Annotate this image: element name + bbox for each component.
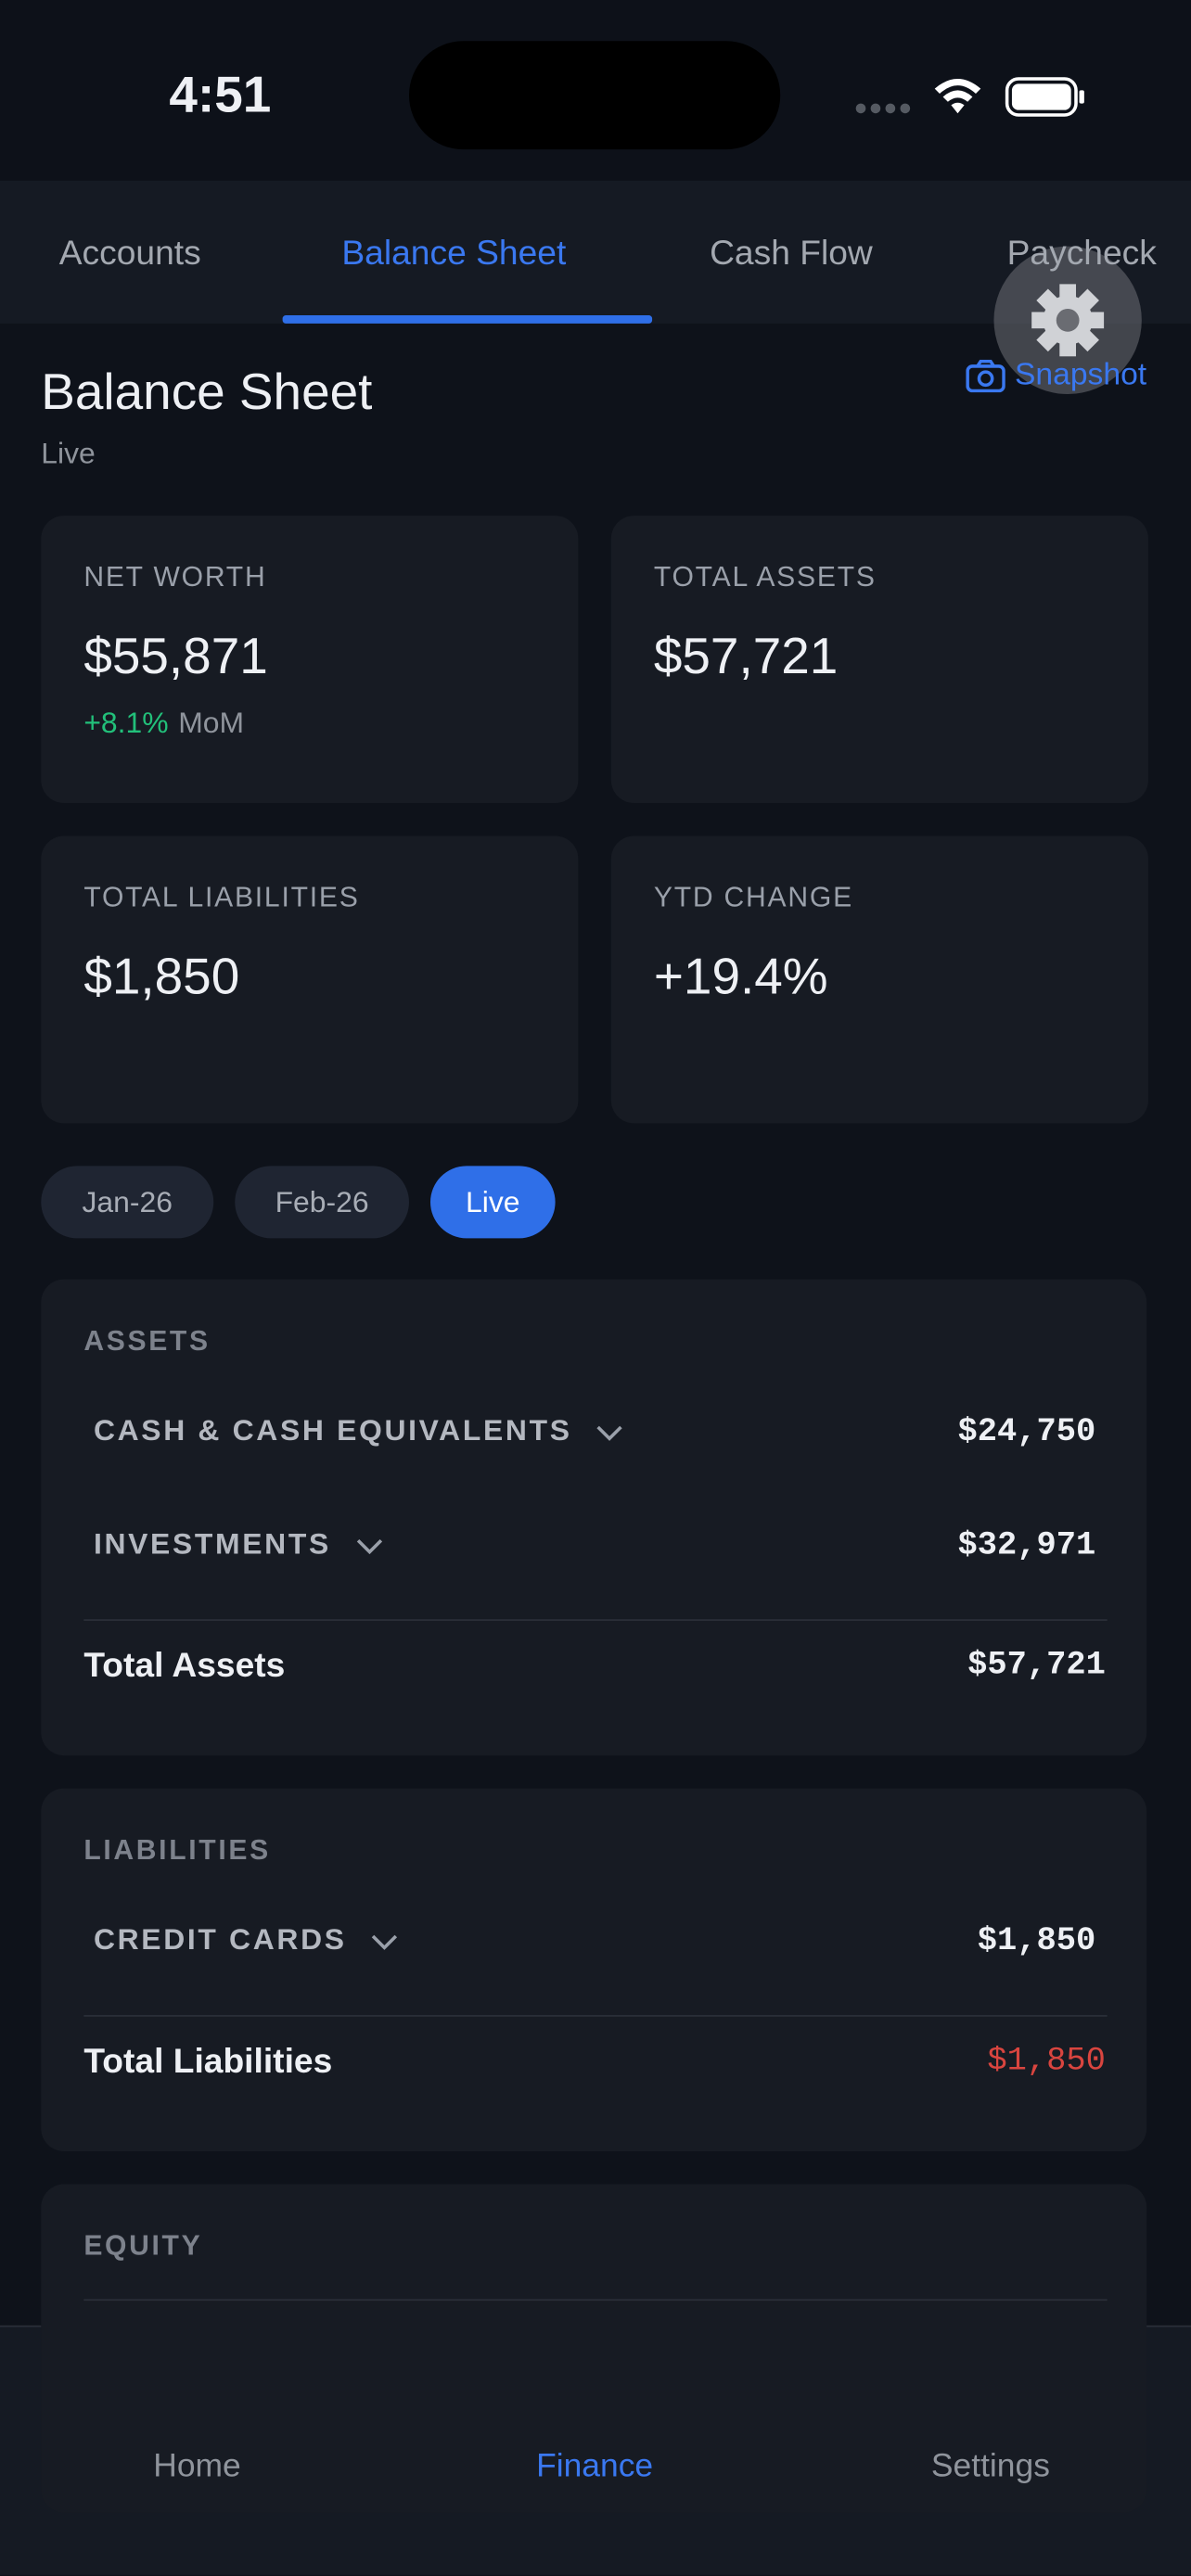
section-panel: [41, 1279, 1147, 1756]
change-value: +8.1%: [83, 706, 169, 739]
status-icons: [855, 77, 1084, 117]
divider: [83, 1619, 1108, 1621]
metric-card: [41, 835, 579, 1124]
period-chip[interactable]: Live: [430, 1166, 556, 1239]
tab[interactable]: Cash Flow: [710, 235, 873, 273]
row-label-text: CREDIT CARDS: [93, 1922, 347, 1957]
row-label-text: CASH & CASH EQUIVALENTS: [93, 1413, 572, 1447]
tab[interactable]: Balance Sheet: [341, 235, 567, 273]
snapshot-label[interactable]: Snapshot: [1014, 358, 1147, 393]
nav-label[interactable]: Home: [153, 2448, 241, 2485]
snapshot-button[interactable]: Snapshot: [965, 358, 1147, 394]
tab[interactable]: Accounts: [58, 235, 201, 273]
section-panel: [41, 1788, 1147, 2152]
total-value: $57,721: [967, 1647, 1106, 1686]
metric-label: TOTAL ASSETS: [653, 561, 877, 593]
page-subtitle: Live: [41, 437, 96, 470]
row-value: $24,750: [957, 1413, 1096, 1452]
chevron: [355, 1538, 382, 1554]
change-note: MoM: [178, 706, 245, 739]
tab-indicator: [282, 315, 653, 324]
metric-card: [610, 835, 1148, 1124]
section-panel: [41, 2184, 1147, 2513]
row-value: $1,850: [977, 1922, 1096, 1961]
metric-change: +8.1% MoM: [83, 707, 244, 741]
metric-label: TOTAL LIABILITIES: [83, 882, 360, 913]
row-label[interactable]: CREDIT CARDS: [94, 1923, 399, 1958]
settings-fab[interactable]: [993, 246, 1142, 395]
divider: [83, 2299, 1108, 2302]
chevron: [371, 1933, 398, 1950]
metric-card: [610, 516, 1148, 804]
row-label-text: INVESTMENTS: [93, 1527, 331, 1561]
time: 4:51: [169, 65, 272, 123]
row-label[interactable]: CASH & CASH EQUIVALENTS: [94, 1414, 624, 1448]
nav-label[interactable]: Finance: [536, 2448, 654, 2485]
divider: [83, 2015, 1108, 2017]
total-label: Total Liabilities: [83, 2043, 333, 2081]
metric-card: [41, 516, 579, 804]
section-title: LIABILITIES: [83, 1834, 271, 1866]
total-label: Total Assets: [83, 1647, 286, 1686]
metric-label: NET WORTH: [83, 561, 267, 593]
metric-value: $57,721: [653, 627, 839, 685]
row-label[interactable]: INVESTMENTS: [94, 1527, 384, 1562]
metric-value: $55,871: [83, 627, 268, 685]
tab[interactable]: Paycheck: [1006, 235, 1157, 273]
metric-label: YTD CHANGE: [653, 882, 853, 913]
dynamic-island: [408, 41, 781, 150]
metric-value: $1,850: [83, 947, 240, 1005]
metric-value: +19.4%: [653, 947, 828, 1005]
section-title: EQUITY: [83, 2230, 203, 2262]
period-chip[interactable]: Feb-26: [235, 1166, 409, 1239]
chevron: [596, 1424, 623, 1441]
period-chip[interactable]: Jan-26: [41, 1166, 214, 1239]
nav-label[interactable]: Settings: [930, 2448, 1050, 2485]
row-value: $32,971: [957, 1527, 1096, 1565]
page-title: Balance Sheet: [41, 363, 373, 421]
section-title: ASSETS: [83, 1325, 211, 1357]
total-value: $1,850: [987, 2043, 1106, 2081]
tab-bar: [0, 180, 1191, 324]
